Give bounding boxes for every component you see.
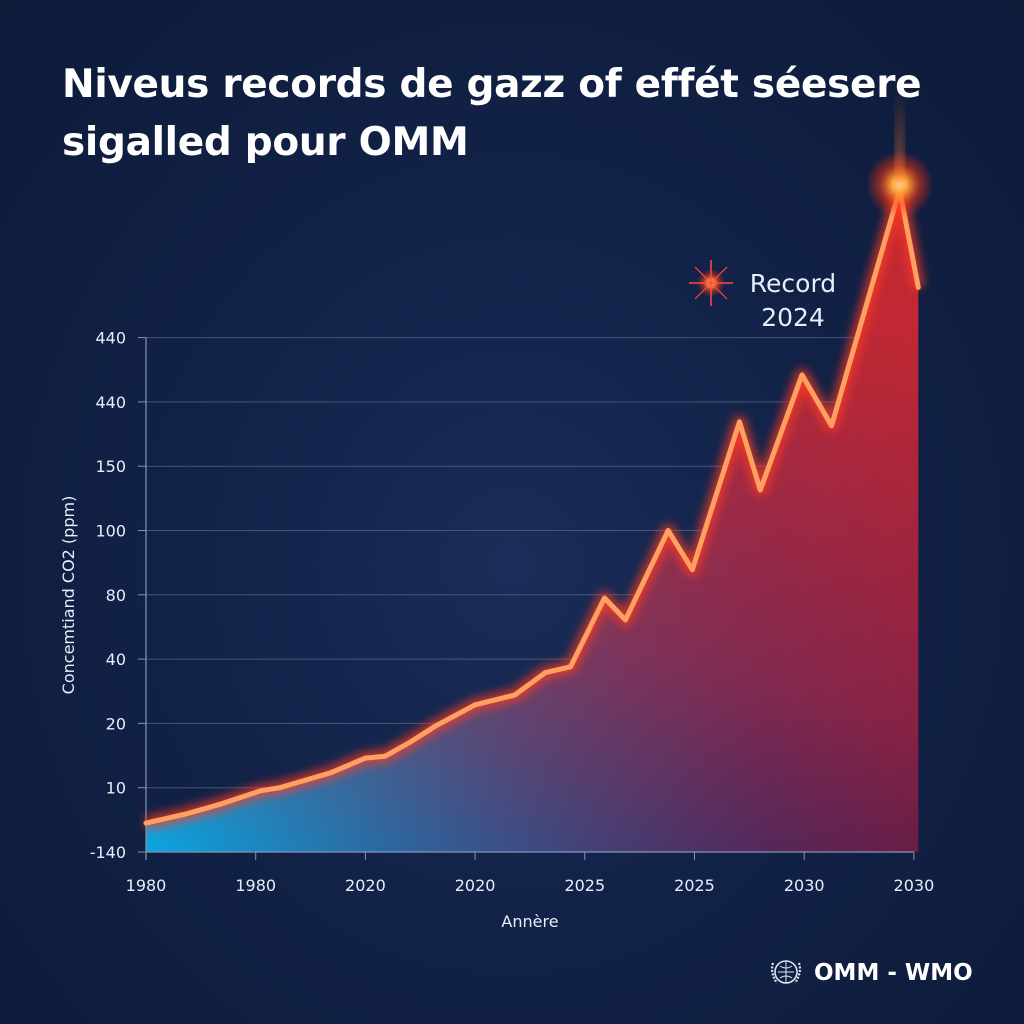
chart-title: Niveus records de gazz of effét séesere … bbox=[62, 62, 922, 165]
x-tick-label: 2020 bbox=[345, 876, 386, 895]
y-tick-label: 150 bbox=[95, 457, 126, 476]
y-tick-label: 440 bbox=[95, 393, 126, 412]
un-emblem-icon bbox=[771, 960, 801, 984]
y-tick-label: 100 bbox=[95, 522, 126, 541]
x-tick-label: 1980 bbox=[126, 876, 167, 895]
x-tick-label: 2025 bbox=[674, 876, 715, 895]
area-fill-overlay bbox=[146, 189, 919, 852]
wmo-logo: OMM - WMO bbox=[766, 953, 973, 993]
y-tick-label: -140 bbox=[90, 843, 126, 862]
y-axis-label: Concemtiand CO2 (ppm) bbox=[59, 496, 78, 695]
x-tick-label: 2030 bbox=[894, 876, 935, 895]
y-tick-label: 440 bbox=[95, 329, 126, 348]
x-tick-label: 2020 bbox=[455, 876, 496, 895]
logo-text: OMM - WMO bbox=[814, 960, 973, 986]
record-annotation: Record 2024 bbox=[689, 260, 836, 332]
x-axis-label: Annère bbox=[501, 912, 558, 931]
annotation-line2: 2024 bbox=[761, 303, 825, 332]
y-tick-label: 80 bbox=[106, 586, 126, 605]
y-tick-label: 40 bbox=[106, 650, 126, 669]
annotation-line1: Record bbox=[750, 269, 836, 298]
x-tick-label: 2025 bbox=[564, 876, 605, 895]
x-tick-label: 2030 bbox=[784, 876, 825, 895]
x-tick-label: 1980 bbox=[235, 876, 276, 895]
peak-spike bbox=[895, 89, 904, 190]
series-line bbox=[143, 187, 921, 826]
y-tick-label: 10 bbox=[106, 779, 126, 798]
y-tick-label: 20 bbox=[106, 714, 126, 733]
star-burst-icon bbox=[689, 260, 733, 306]
